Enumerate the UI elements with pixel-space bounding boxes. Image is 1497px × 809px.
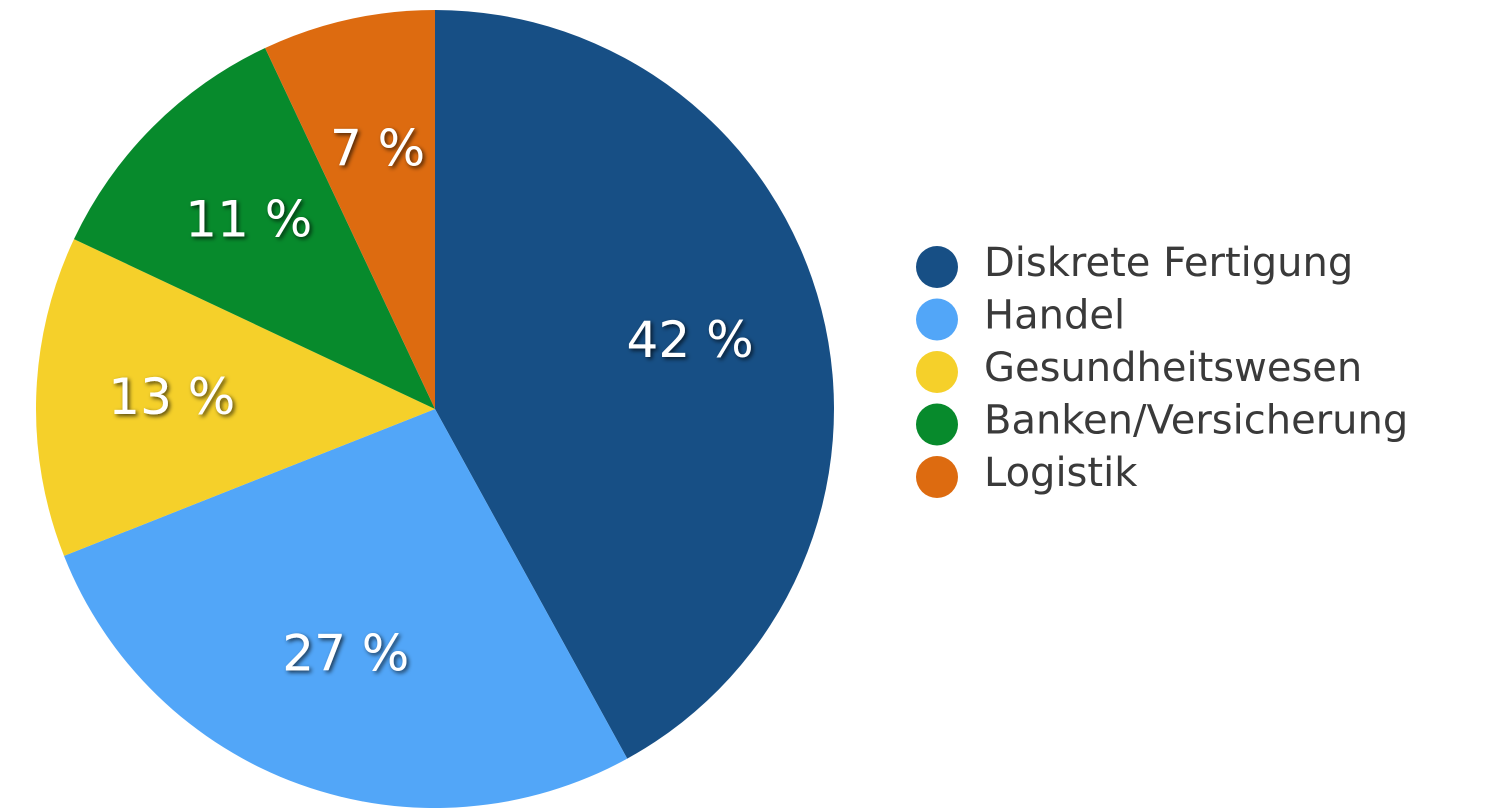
pie-slice <box>35 239 435 556</box>
legend-swatch <box>916 351 958 393</box>
value-label: 7 % <box>330 120 425 178</box>
legend-swatch <box>916 298 958 341</box>
value-label: 27 % <box>282 624 409 682</box>
legend-label: Gesundheitswesen <box>984 345 1362 391</box>
pie-slice <box>73 47 436 410</box>
legend-swatch <box>916 246 958 288</box>
pie-slice <box>435 10 834 759</box>
pie-slice <box>265 10 435 409</box>
legend-label: Handel <box>984 293 1125 339</box>
value-label: 13 % <box>108 368 235 426</box>
legend-swatch <box>916 403 958 446</box>
pie-slice <box>64 409 628 808</box>
value-label: 42 % <box>627 311 754 369</box>
legend-swatch <box>916 456 958 498</box>
legend-label: Diskrete Fertigung <box>984 240 1353 286</box>
value-label: 11 % <box>185 190 312 248</box>
legend-label: Banken/Versicherung <box>984 398 1408 444</box>
legend-label: Logistik <box>984 450 1138 496</box>
